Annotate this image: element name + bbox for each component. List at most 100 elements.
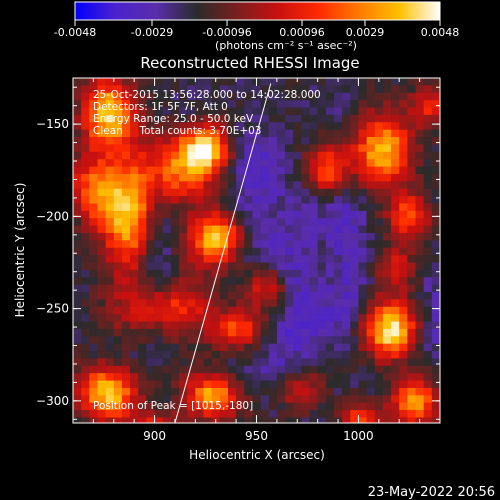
heatmap-cell — [211, 336, 221, 344]
heatmap-cell — [105, 365, 115, 374]
heatmap-cell — [309, 284, 318, 293]
heatmap-cell — [203, 144, 212, 153]
heatmap-cell — [399, 225, 408, 234]
heatmap-cell — [195, 306, 204, 315]
heatmap-cell — [423, 173, 433, 182]
heatmap-cell — [415, 321, 424, 330]
heatmap-cell — [431, 166, 440, 175]
heatmap-cell — [138, 321, 147, 330]
heatmap-cell — [130, 114, 139, 123]
heatmap-cell — [293, 92, 302, 101]
heatmap-cell — [187, 107, 196, 116]
heatmap-cell — [252, 92, 261, 101]
heatmap-cell — [333, 92, 343, 101]
heatmap-cell — [73, 122, 82, 130]
heatmap-cell — [227, 373, 237, 381]
heatmap-cell — [333, 151, 343, 160]
heatmap-cell — [342, 166, 351, 175]
heatmap-cell — [333, 85, 343, 94]
heatmap-cell — [105, 144, 115, 153]
heatmap-cell — [276, 100, 286, 108]
heatmap-cell — [399, 196, 408, 204]
heatmap-cell — [187, 380, 196, 389]
heatmap-cell — [391, 402, 400, 411]
heatmap-cell — [130, 232, 139, 241]
heatmap-cell — [130, 373, 139, 381]
heatmap-cell — [415, 181, 424, 189]
heatmap-cell — [342, 181, 351, 189]
heatmap-cell — [81, 425, 89, 433]
axis-ticks: 900 950 1000−150−200−250−300 — [36, 78, 441, 443]
heatmap-cell — [268, 129, 278, 138]
heatmap-cell — [431, 188, 440, 197]
heatmap-cell — [399, 269, 408, 278]
heatmap-cell — [113, 78, 123, 86]
heatmap-cell — [301, 188, 310, 197]
heatmap-cell — [113, 181, 123, 189]
heatmap-cell — [81, 144, 90, 153]
heatmap-cell — [333, 218, 343, 226]
plot-title: Reconstructed RHESSI Image — [140, 54, 359, 72]
heatmap-cell — [293, 196, 302, 204]
heatmap-cell — [317, 181, 327, 189]
heatmap-cell — [268, 336, 278, 344]
heatmap-cell — [317, 292, 327, 300]
heatmap-cell — [121, 343, 131, 352]
heatmap-cell — [97, 159, 106, 167]
heatmap-cell — [285, 218, 294, 226]
heatmap-cell — [382, 225, 392, 234]
heatmap-cell — [219, 114, 229, 123]
heatmap-cell — [374, 196, 384, 204]
heatmap-cell — [391, 173, 400, 182]
heatmap-cell — [97, 196, 106, 204]
heatmap-cell — [276, 336, 286, 344]
heatmap-cell — [105, 92, 115, 101]
heatmap-cell — [310, 425, 318, 433]
heatmap-cell — [276, 85, 286, 94]
heatmap-cell — [268, 107, 278, 116]
heatmap-cell — [407, 358, 416, 367]
heatmap-cell — [301, 262, 310, 271]
heatmap-cell — [187, 137, 196, 145]
heatmap-cell — [195, 402, 204, 411]
heatmap-cell — [260, 151, 270, 160]
heatmap-cell — [146, 387, 155, 396]
heatmap-cell — [105, 336, 115, 344]
heatmap-cell — [179, 395, 188, 404]
heatmap-cell — [309, 85, 318, 94]
heatmap-cell — [293, 351, 302, 359]
heatmap-cell — [358, 410, 367, 418]
heatmap-cell — [285, 240, 294, 249]
heatmap-cell — [121, 306, 131, 315]
heatmap-cell — [285, 137, 294, 145]
heatmap-cell — [130, 351, 139, 359]
heatmap-cell — [382, 402, 392, 411]
heatmap-cell — [333, 380, 343, 389]
heatmap-cell — [179, 129, 188, 138]
heatmap-cell — [431, 173, 440, 182]
heatmap-cell — [260, 321, 270, 330]
heatmap-cell — [244, 262, 253, 271]
heatmap-cell — [203, 351, 212, 359]
heatmap-cell — [195, 284, 204, 293]
heatmap-cell — [219, 151, 229, 160]
heatmap-cell — [187, 299, 196, 308]
heatmap-cell — [260, 373, 270, 381]
heatmap-cell — [179, 351, 188, 359]
heatmap-cell — [121, 284, 131, 293]
heatmap-cell — [358, 240, 367, 249]
heatmap-cell — [358, 269, 367, 278]
heatmap-cell — [260, 402, 270, 411]
heatmap-cell — [162, 151, 172, 160]
heatmap-cell — [162, 203, 172, 212]
heatmap-cell — [227, 188, 237, 197]
heatmap-cell — [350, 181, 359, 189]
heatmap-cell — [154, 277, 164, 285]
heatmap-cell — [423, 277, 433, 285]
heatmap-cell — [113, 395, 123, 404]
heatmap-cell — [325, 181, 335, 189]
heatmap-cell — [162, 100, 172, 108]
heatmap-cell — [268, 188, 278, 197]
heatmap-cell — [73, 196, 82, 204]
heatmap-cell — [89, 277, 98, 285]
